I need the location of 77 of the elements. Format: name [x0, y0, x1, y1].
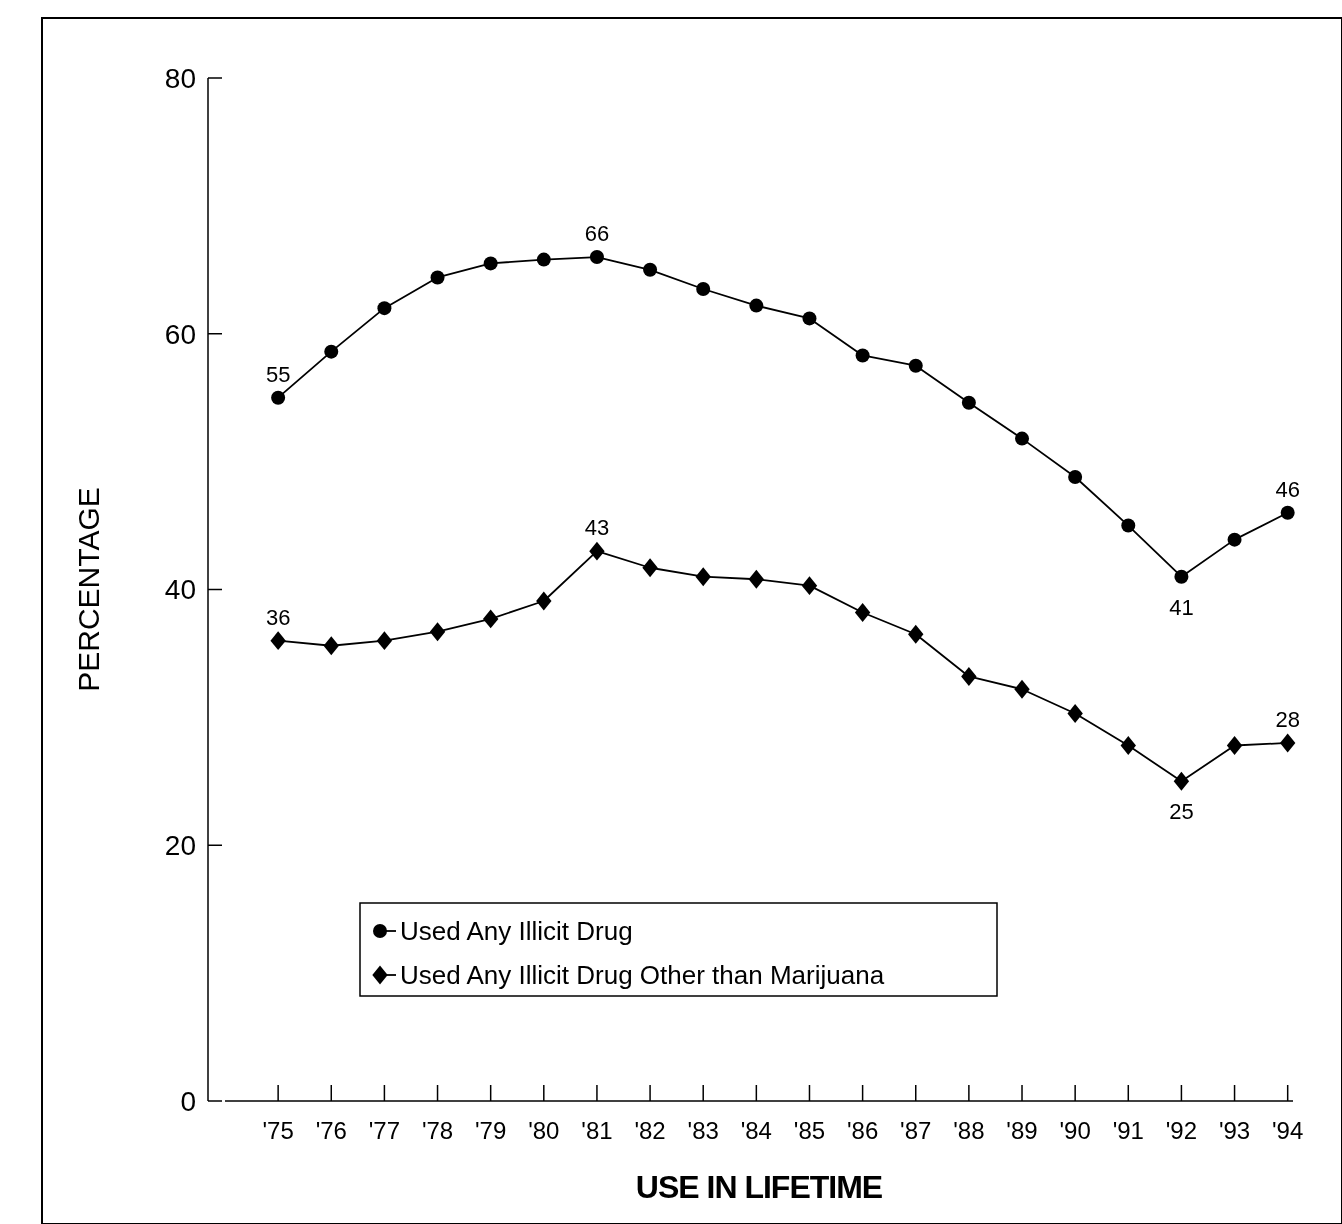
point — [695, 567, 711, 587]
point — [1121, 518, 1136, 533]
y-tick-label: 60 — [164, 318, 196, 350]
x-tick-label: '83 — [687, 1117, 719, 1144]
y-axis-title: PERCENTAGE — [71, 487, 105, 692]
point — [376, 631, 393, 651]
point — [1226, 736, 1243, 755]
y-tick-label: 80 — [164, 62, 196, 94]
point — [1173, 771, 1190, 791]
x-tick-label: '91 — [1112, 1117, 1144, 1144]
x-tick-label: '84 — [740, 1117, 772, 1144]
point — [589, 250, 604, 265]
point — [749, 298, 764, 313]
data-label: 36 — [265, 604, 291, 630]
point — [1014, 679, 1030, 699]
x-tick-label: '89 — [1006, 1117, 1038, 1144]
x-tick-label: '93 — [1218, 1117, 1251, 1144]
point — [430, 270, 445, 285]
legend-label: Used Any Illicit Drug — [400, 916, 633, 947]
x-tick-label: '92 — [1165, 1117, 1198, 1144]
x-tick-label: '77 — [368, 1117, 401, 1144]
point — [377, 301, 392, 316]
legend-label: Used Any Illicit Drug Other than Marijuana — [400, 960, 885, 991]
point — [908, 358, 923, 373]
point — [802, 311, 817, 326]
data-label: 43 — [584, 515, 610, 541]
x-tick-label: '75 — [262, 1117, 294, 1144]
x-tick-label: '82 — [634, 1117, 666, 1144]
x-tick-label: '88 — [953, 1117, 985, 1144]
x-tick-label: '94 — [1272, 1117, 1304, 1144]
point — [536, 252, 551, 267]
y-tick-label: 0 — [180, 1085, 196, 1117]
point — [696, 281, 711, 296]
x-tick-label: '79 — [475, 1117, 507, 1144]
point — [483, 256, 498, 271]
point — [854, 603, 871, 622]
point — [271, 390, 286, 405]
data-label: 46 — [1275, 476, 1300, 502]
point — [1068, 469, 1083, 484]
point — [1067, 704, 1083, 723]
x-axis-title: USE IN LIFETIME — [635, 1169, 883, 1205]
point — [801, 576, 818, 596]
point — [961, 667, 977, 686]
x-tick-label: '80 — [528, 1117, 560, 1144]
y-tick-label: 20 — [164, 830, 196, 862]
x-tick-label: '87 — [900, 1117, 932, 1144]
data-label: 41 — [1169, 594, 1194, 620]
point — [961, 395, 976, 410]
point — [1015, 431, 1030, 446]
point — [642, 558, 658, 578]
point — [643, 262, 658, 277]
point — [323, 636, 339, 656]
data-label: 55 — [265, 361, 291, 387]
point — [748, 569, 765, 589]
x-tick-label: '90 — [1059, 1117, 1091, 1144]
point — [589, 541, 605, 561]
data-label: 66 — [584, 221, 610, 247]
point — [855, 348, 870, 363]
point — [482, 609, 499, 629]
x-tick-label: '85 — [793, 1117, 826, 1144]
point — [270, 631, 286, 651]
point — [536, 591, 552, 611]
point — [1280, 505, 1295, 520]
y-tick-label: 40 — [164, 574, 196, 606]
point — [1174, 569, 1189, 584]
x-tick-label: '76 — [315, 1117, 347, 1144]
data-label: 28 — [1275, 706, 1300, 732]
point — [1279, 733, 1296, 753]
x-tick-label: '81 — [581, 1117, 613, 1144]
point — [908, 624, 924, 644]
point — [1120, 736, 1136, 755]
x-tick-label: '86 — [846, 1117, 879, 1144]
data-label: 25 — [1169, 799, 1194, 825]
point — [324, 344, 339, 359]
point — [429, 622, 446, 642]
x-tick-label: '78 — [421, 1117, 454, 1144]
point — [1227, 532, 1242, 547]
